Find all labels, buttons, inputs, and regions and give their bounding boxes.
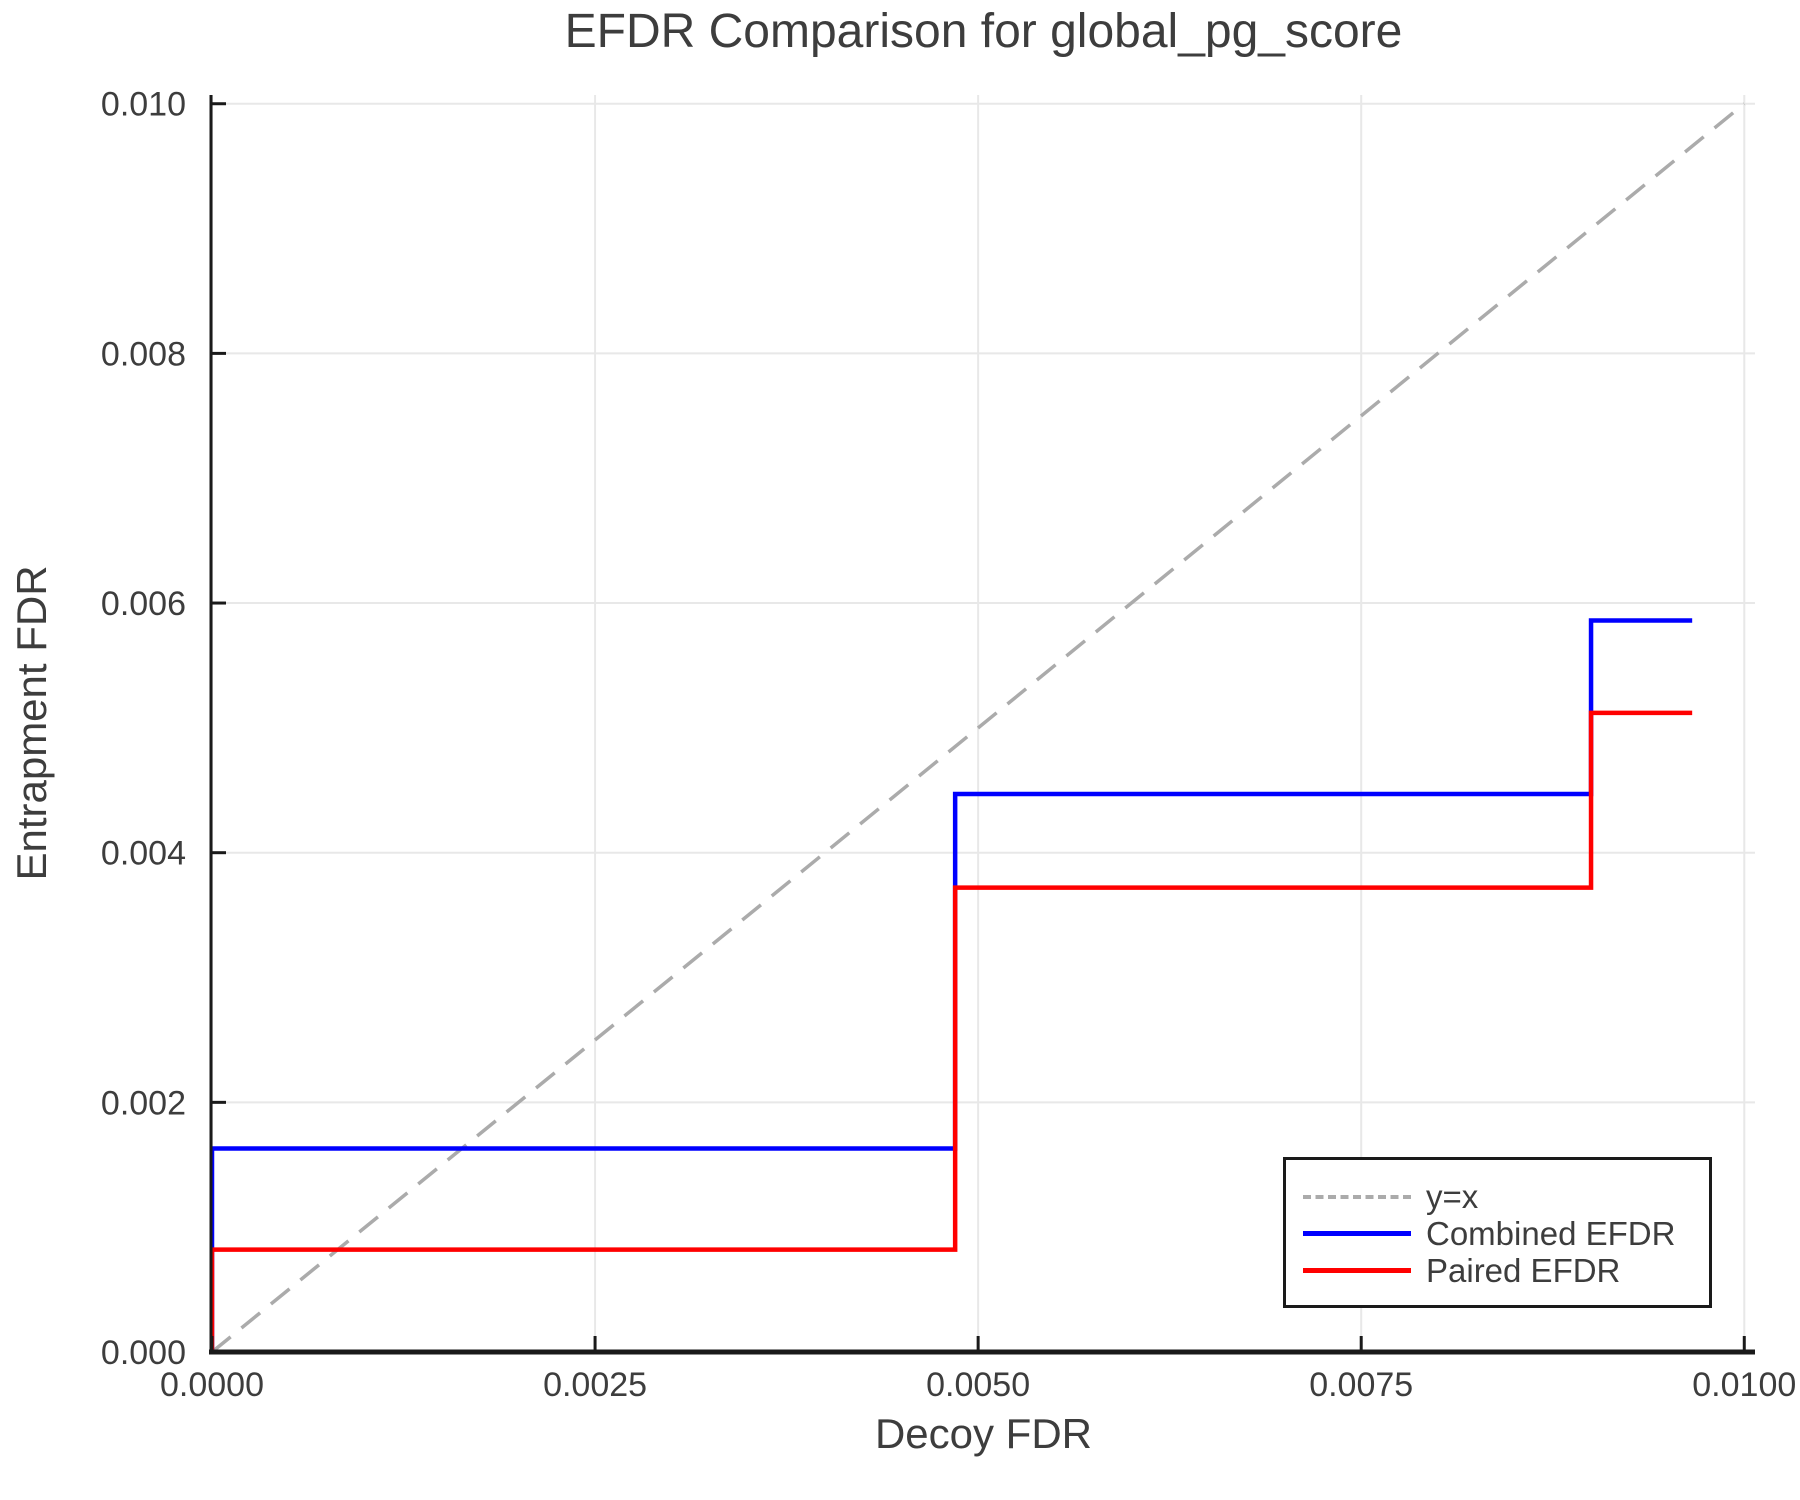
legend-label-yx: y=x	[1426, 1178, 1479, 1215]
legend-box: y=x Combined EFDR Paired EFDR	[1283, 1157, 1712, 1308]
legend-row-yx: y=x	[1303, 1178, 1709, 1215]
x-tick-label: 0.0000	[160, 1366, 264, 1404]
legend-row-combined: Combined EFDR	[1303, 1215, 1709, 1252]
legend-row-paired: Paired EFDR	[1303, 1252, 1709, 1289]
y-tick-label: 0.004	[101, 835, 186, 873]
legend-label-paired: Paired EFDR	[1426, 1252, 1621, 1289]
x-tick-label: 0.0050	[926, 1366, 1030, 1404]
x-tick-label: 0.0075	[1309, 1366, 1413, 1404]
legend-sample-paired-line	[1303, 1268, 1411, 1273]
series-line-y-x	[210, 102, 1746, 1354]
legend-label-combined: Combined EFDR	[1426, 1215, 1676, 1252]
legend-sample-dashed-line	[1303, 1194, 1411, 1199]
x-tick-label: 0.0025	[543, 1366, 647, 1404]
y-tick-label: 0.006	[101, 585, 186, 623]
y-tick-label: 0.002	[101, 1084, 186, 1122]
x-tick-label: 0.0100	[1692, 1366, 1796, 1404]
y-tick-label: 0.010	[101, 86, 186, 124]
y-tick-label: 0.000	[101, 1334, 186, 1372]
legend-sample-combined-line	[1303, 1231, 1411, 1236]
chart-title: EFDR Comparison for global_pg_score	[564, 5, 1403, 58]
y-axis-label: Entrapment FDR	[8, 565, 55, 881]
y-tick-label: 0.008	[101, 335, 186, 373]
x-axis-label: Decoy FDR	[874, 1410, 1093, 1457]
